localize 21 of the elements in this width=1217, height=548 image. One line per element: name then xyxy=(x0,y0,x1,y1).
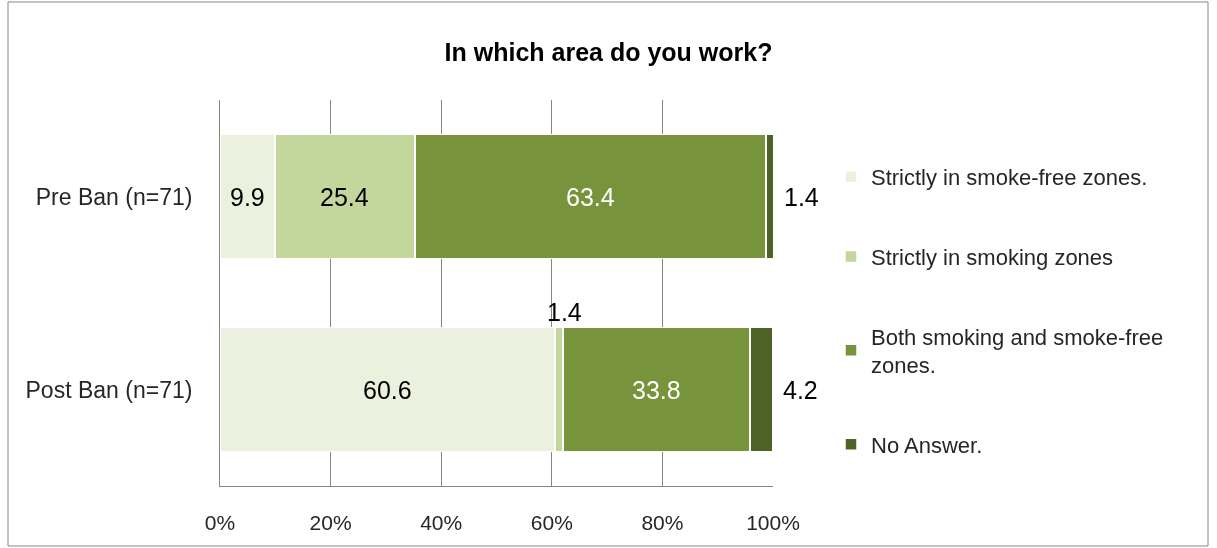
data-label: 60.6 xyxy=(363,376,412,404)
x-tick-label: 100% xyxy=(746,511,800,535)
legend-label: Strictly in smoking zones xyxy=(871,244,1114,270)
data-label: 63.4 xyxy=(566,183,615,211)
legend-label: Both smoking and smoke-free zones. xyxy=(871,324,1164,379)
legend-label: No Answer. xyxy=(871,432,983,458)
y-tick-label: Post Ban (n=71) xyxy=(25,376,193,403)
data-label: 1.4 xyxy=(784,183,819,211)
x-tick-label: 40% xyxy=(420,511,463,535)
data-label: 25.4 xyxy=(320,183,369,211)
data-label: 33.8 xyxy=(632,376,681,404)
x-tick-label: 20% xyxy=(309,511,352,535)
data-label: 4.2 xyxy=(783,376,818,404)
data-label: 1.4 xyxy=(547,298,582,326)
x-tick-label: 0% xyxy=(204,511,236,535)
data-label: 9.9 xyxy=(230,183,265,211)
chart-title: In which area do you work? xyxy=(444,37,773,66)
legend-label: Strictly in smoke-free zones. xyxy=(871,165,1148,191)
y-tick-label: Pre Ban (n=71) xyxy=(35,183,193,210)
x-tick-label: 80% xyxy=(641,511,684,535)
x-tick-label: 60% xyxy=(530,511,573,535)
